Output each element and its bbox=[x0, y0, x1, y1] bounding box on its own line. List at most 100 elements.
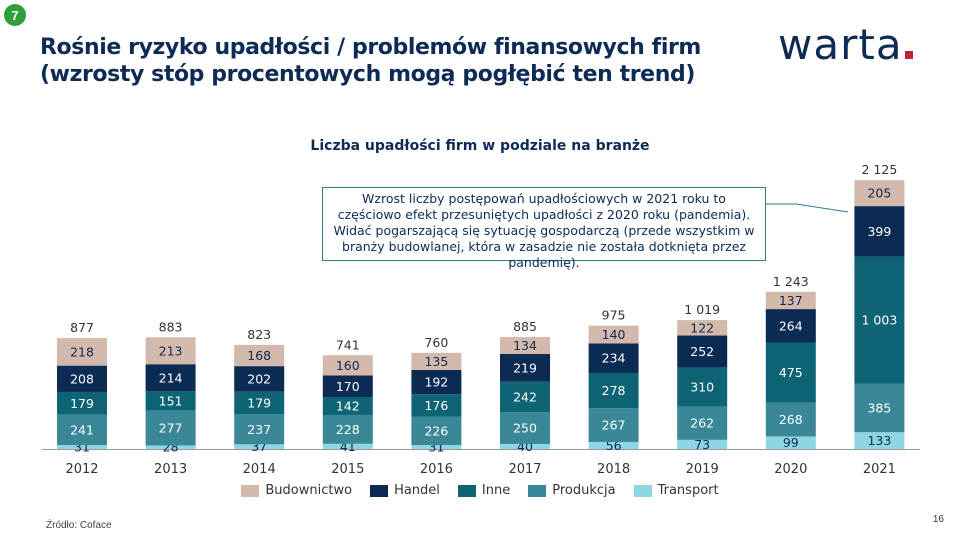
legend-label: Inne bbox=[481, 483, 511, 498]
bar-segment-handel bbox=[677, 335, 728, 368]
data-label: 262 bbox=[690, 416, 714, 431]
bar-segment-budownictwo bbox=[145, 337, 196, 365]
x-tick-label: 2016 bbox=[420, 462, 453, 477]
bar-segment-budownictwo bbox=[765, 291, 816, 310]
bar-segment-budownictwo bbox=[500, 337, 550, 354]
logo-dot bbox=[904, 51, 913, 59]
data-label: 142 bbox=[336, 398, 360, 413]
data-label: 242 bbox=[513, 390, 537, 405]
logo-text: warta bbox=[778, 20, 903, 69]
data-label: 151 bbox=[159, 393, 183, 408]
bar-segment-produkcja bbox=[854, 383, 905, 433]
data-label: 192 bbox=[424, 375, 448, 390]
total-label: 883 bbox=[159, 319, 183, 334]
bar-segment-handel bbox=[588, 343, 639, 373]
bar-segment-budownictwo bbox=[57, 338, 107, 366]
bar-segment-produkcja bbox=[588, 408, 639, 442]
bar-segment-inne bbox=[854, 256, 905, 384]
bar-segment-produkcja bbox=[57, 414, 107, 446]
data-label: 1 003 bbox=[862, 313, 898, 328]
bar-segment-budownictwo bbox=[322, 355, 373, 376]
chart-legend: Budownictwo Handel Inne Produkcja Transport bbox=[0, 483, 960, 498]
data-label: 170 bbox=[336, 379, 360, 394]
x-tick-label: 2014 bbox=[243, 462, 276, 477]
data-label: 385 bbox=[867, 400, 891, 415]
legend-item-budownictwo: Budownictwo bbox=[241, 483, 352, 498]
legend-swatch bbox=[457, 484, 476, 497]
bar-segment-inne bbox=[234, 391, 285, 415]
total-label: 1 243 bbox=[773, 274, 809, 289]
data-label: 135 bbox=[424, 354, 448, 369]
data-label: 228 bbox=[336, 422, 360, 437]
data-label: 99 bbox=[783, 435, 799, 450]
page-number: 16 bbox=[932, 514, 944, 525]
bar-segment-produkcja bbox=[411, 416, 462, 446]
data-label: 133 bbox=[867, 433, 891, 448]
bar-segment-produkcja bbox=[234, 414, 285, 445]
annotation-box: Wzrost liczby postępowań upadłościowych … bbox=[322, 187, 766, 270]
chart-title: Liczba upadłości firm w podziale na bran… bbox=[310, 138, 650, 154]
bar-segment-inne bbox=[588, 372, 639, 409]
page-title: Rośnie ryzyko upadłości / problemów fina… bbox=[40, 34, 740, 88]
data-label: 277 bbox=[159, 420, 183, 435]
data-label: 134 bbox=[513, 338, 537, 353]
bar-segment-transport bbox=[765, 436, 816, 449]
bar-segment-inne bbox=[677, 367, 728, 407]
legend-swatch bbox=[370, 484, 389, 497]
x-tick-label: 2021 bbox=[863, 462, 896, 477]
data-label: 267 bbox=[602, 418, 626, 433]
legend-item-transport: Transport bbox=[633, 483, 719, 498]
data-label: 179 bbox=[247, 396, 271, 411]
legend-item-produkcja: Produkcja bbox=[528, 483, 616, 498]
bar-segment-handel bbox=[322, 375, 373, 398]
data-label: 122 bbox=[690, 320, 714, 335]
warta-logo: warta bbox=[778, 20, 913, 69]
total-label: 1 019 bbox=[684, 302, 720, 317]
bar-segment-produkcja bbox=[765, 402, 816, 437]
data-label: 475 bbox=[779, 365, 803, 380]
legend-label: Handel bbox=[394, 483, 440, 498]
data-label: 219 bbox=[513, 360, 537, 375]
bar-segment-produkcja bbox=[322, 414, 373, 444]
data-label: 168 bbox=[247, 348, 271, 363]
data-label: 268 bbox=[779, 412, 803, 427]
bar-segment-handel bbox=[500, 353, 550, 382]
bar-segment-transport bbox=[234, 444, 285, 449]
legend-label: Produkcja bbox=[552, 483, 616, 498]
total-label: 885 bbox=[513, 319, 537, 334]
data-label: 241 bbox=[70, 422, 94, 437]
legend-label: Transport bbox=[657, 483, 719, 498]
legend-item-handel: Handel bbox=[370, 483, 440, 498]
bar-segment-transport bbox=[500, 443, 550, 449]
bar-segment-handel bbox=[57, 365, 107, 392]
x-tick-label: 2019 bbox=[686, 462, 719, 477]
total-label: 760 bbox=[424, 335, 448, 350]
data-label: 137 bbox=[779, 293, 803, 308]
bar-segment-transport bbox=[854, 432, 905, 449]
total-label: 877 bbox=[70, 320, 94, 335]
bar-segment-transport bbox=[145, 445, 196, 449]
bar-segment-transport bbox=[411, 445, 462, 449]
total-label: 2 125 bbox=[862, 162, 898, 177]
total-label: 975 bbox=[602, 308, 626, 323]
total-label: 741 bbox=[336, 337, 360, 352]
data-label: 237 bbox=[247, 422, 271, 437]
data-label: 310 bbox=[690, 380, 714, 395]
data-label: 234 bbox=[602, 351, 626, 366]
x-tick-label: 2020 bbox=[774, 462, 807, 477]
bar-segment-produkcja bbox=[677, 406, 728, 440]
bar-segment-transport bbox=[322, 443, 373, 449]
title-line-1: Rośnie ryzyko upadłości / problemów fina… bbox=[40, 35, 701, 60]
bar-segment-budownictwo bbox=[234, 344, 285, 367]
data-label: 250 bbox=[513, 421, 537, 436]
title-line-2: (wzrosty stóp procentowych mogą pogłębić… bbox=[40, 62, 695, 87]
data-label: 205 bbox=[867, 186, 891, 201]
data-label: 399 bbox=[867, 224, 891, 239]
data-label: 73 bbox=[694, 437, 710, 452]
legend-swatch bbox=[528, 484, 547, 497]
data-label: 278 bbox=[602, 383, 626, 398]
bar-segment-budownictwo bbox=[411, 352, 462, 370]
x-tick-label: 2017 bbox=[508, 462, 541, 477]
bar-segment-budownictwo bbox=[854, 180, 905, 207]
